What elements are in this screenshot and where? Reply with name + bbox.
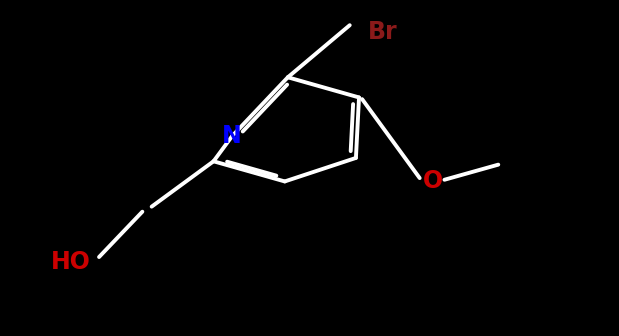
Text: N: N xyxy=(222,124,242,148)
Text: Br: Br xyxy=(368,20,398,44)
Text: O: O xyxy=(423,169,443,194)
Text: HO: HO xyxy=(51,250,91,274)
